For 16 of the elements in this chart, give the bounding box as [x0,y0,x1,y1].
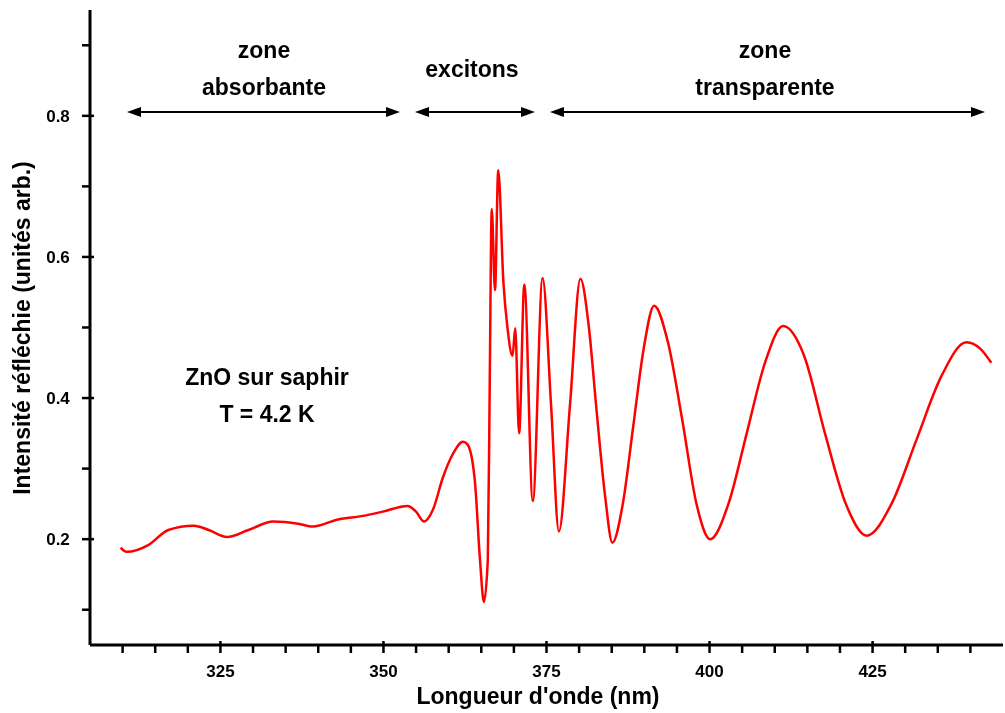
annotation: zone transparente [695,37,835,100]
x-axis-title: Longueur d'onde (nm) [416,683,660,709]
y-tick-label: 0.8 [46,106,70,126]
y-tick-label: 0.2 [46,530,70,550]
x-tick-label: 325 [206,662,235,681]
y-tick-label: 0.6 [46,247,70,267]
line-series [119,168,993,604]
y-tick-label: 0.4 [46,389,71,409]
x-tick-label: 400 [695,662,724,681]
y-axis-title: Intensité réfléchie (unités arb.) [9,161,35,495]
annotation: excitons [425,56,519,82]
x-tick-label: 375 [532,662,561,681]
x-tick-label: 425 [858,662,887,681]
annotation: ZnO sur saphir T = 4.2 K [185,364,349,427]
x-tick-label: 350 [369,662,398,681]
annotation: zone absorbante [202,37,326,100]
